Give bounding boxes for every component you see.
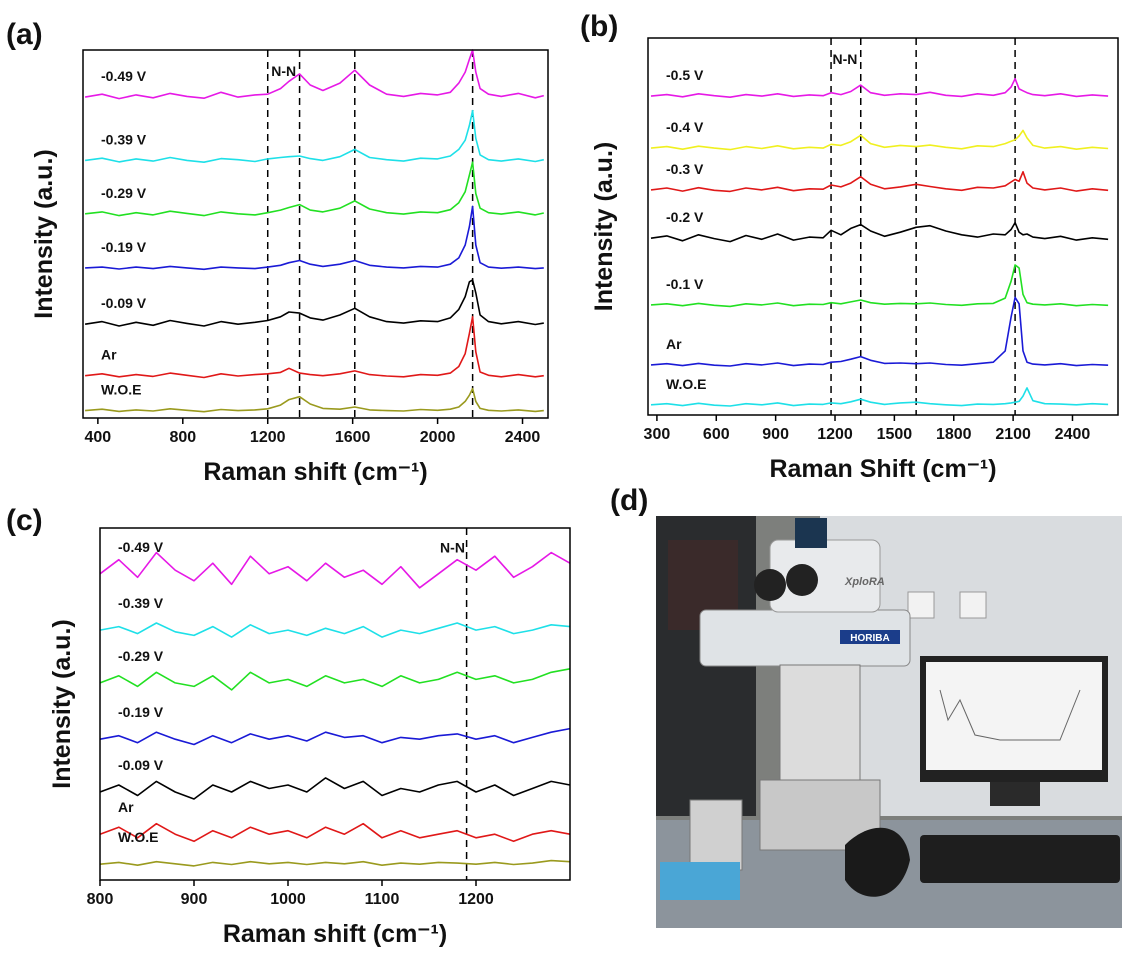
keyboard [920, 835, 1120, 883]
x-tick-label: 1100 [365, 891, 400, 908]
plot-frame [647, 37, 1119, 416]
spectrum-line [99, 822, 571, 843]
x-tick-label: 800 [87, 891, 114, 908]
series-label: -0.5 V [666, 67, 704, 83]
x-tick-label: 600 [703, 426, 730, 443]
series-label: -0.4 V [666, 119, 704, 135]
monitor-stand [990, 782, 1040, 806]
series-label: W.O.E [118, 829, 158, 845]
series-label: -0.39 V [118, 595, 164, 611]
x-axis-label: Raman shift (cm⁻¹) [223, 920, 447, 948]
x-tick-label: 2000 [420, 429, 456, 446]
stage-controller [660, 862, 740, 900]
x-tick-label: 900 [181, 891, 208, 908]
x-tick-label: 1200 [250, 429, 286, 446]
spectrum-line [99, 622, 571, 638]
chart: (c) -0.49 V -0.39 V -0.29 V -0.19 V -0.09 V Ar… [6, 504, 571, 948]
brand: HORIBA [850, 633, 889, 644]
x-tick-label: 1500 [877, 426, 913, 443]
camera [795, 518, 827, 548]
spectrum-line [650, 296, 1109, 367]
spectrum-line [85, 316, 544, 379]
socket [959, 591, 987, 619]
eyepiece [786, 564, 818, 596]
series-label: -0.49 V [101, 68, 147, 84]
spectrum-line [84, 279, 544, 327]
annotation: N-N [440, 540, 465, 556]
annotation: N-N [271, 63, 296, 79]
panel-label: (a) [6, 18, 43, 51]
socket [907, 591, 935, 619]
x-tick-label: 400 [85, 429, 112, 446]
controller [689, 799, 743, 871]
spectrum-line [99, 777, 571, 800]
screen-trace [939, 689, 1081, 741]
panel-label: (c) [6, 504, 43, 537]
series-label: -0.09 V [101, 295, 147, 311]
cloth [845, 827, 910, 897]
x-tick-label: 800 [169, 429, 196, 446]
annotation: N-N [832, 51, 857, 67]
x-tick-label: 1200 [817, 426, 853, 443]
x-tick-label: 1200 [458, 891, 494, 908]
x-tick-label: 900 [762, 426, 789, 443]
series-label: -0.29 V [118, 648, 164, 664]
spectrum-line [650, 77, 1109, 98]
series-label: -0.39 V [101, 131, 147, 147]
y-axis-label: Intensity (a.u.) [48, 619, 76, 788]
spectrum-line [84, 109, 544, 163]
spectrum-line [99, 668, 571, 691]
y-axis-label: Intensity (a.u.) [590, 142, 618, 311]
spectrum-line [84, 49, 545, 100]
spectrum-line [650, 264, 1109, 308]
eyepiece [754, 569, 786, 601]
series-label: Ar [118, 799, 134, 815]
x-tick-label: 300 [644, 426, 671, 443]
x-tick-label: 2400 [1055, 426, 1091, 443]
spectrum-line [99, 859, 571, 867]
spectrum-line [650, 387, 1109, 407]
monitor-screen [926, 662, 1102, 770]
x-axis-label: Raman Shift (cm⁻¹) [769, 455, 996, 483]
panel-label: (b) [580, 10, 618, 43]
plot-frame [99, 527, 571, 881]
brand-plate [840, 630, 900, 644]
spectrum-line [85, 387, 544, 413]
chart: (b) -0.5 V -0.4 V -0.3 V -0.2 V -0.1 V Ar W.O.E… [580, 10, 1119, 483]
spectrum-line [85, 205, 544, 271]
x-axis-label: Raman shift (cm⁻¹) [203, 458, 427, 486]
y-axis-label: Intensity (a.u.) [30, 149, 58, 318]
x-tick-label: 1000 [270, 891, 306, 908]
plot-frame [82, 49, 549, 419]
series-label: -0.09 V [118, 757, 164, 773]
spectrum-line [85, 161, 544, 217]
series-label: -0.3 V [666, 161, 704, 177]
photo: HORIBA XploRA [656, 516, 1122, 928]
x-tick-label: 2100 [995, 426, 1031, 443]
series-label: -0.29 V [101, 185, 147, 201]
series-label: W.O.E [101, 382, 141, 398]
spectrum-line [650, 171, 1109, 193]
series-label: -0.19 V [101, 239, 147, 255]
x-tick-label: 1600 [335, 429, 371, 446]
series-label: -0.1 V [666, 276, 704, 292]
series-label: -0.49 V [118, 539, 164, 555]
model: XploRA [844, 576, 885, 588]
series-label: -0.19 V [118, 704, 164, 720]
chart: (a) -0.49 V -0.39 V -0.29 V -0.19 V -0.09 V Ar… [6, 18, 549, 486]
x-tick-label: 2400 [505, 429, 541, 446]
series-label: W.O.E [666, 376, 706, 392]
spectrum-line [99, 727, 571, 746]
series-label: Ar [666, 336, 682, 352]
x-tick-label: 1800 [936, 426, 972, 443]
spectrum-line [99, 551, 571, 589]
series-label: Ar [101, 347, 117, 363]
series-label: -0.2 V [666, 209, 704, 225]
spectrum-line [650, 221, 1109, 243]
panel-label: (d) [610, 484, 648, 517]
spectrum-line [650, 129, 1109, 151]
